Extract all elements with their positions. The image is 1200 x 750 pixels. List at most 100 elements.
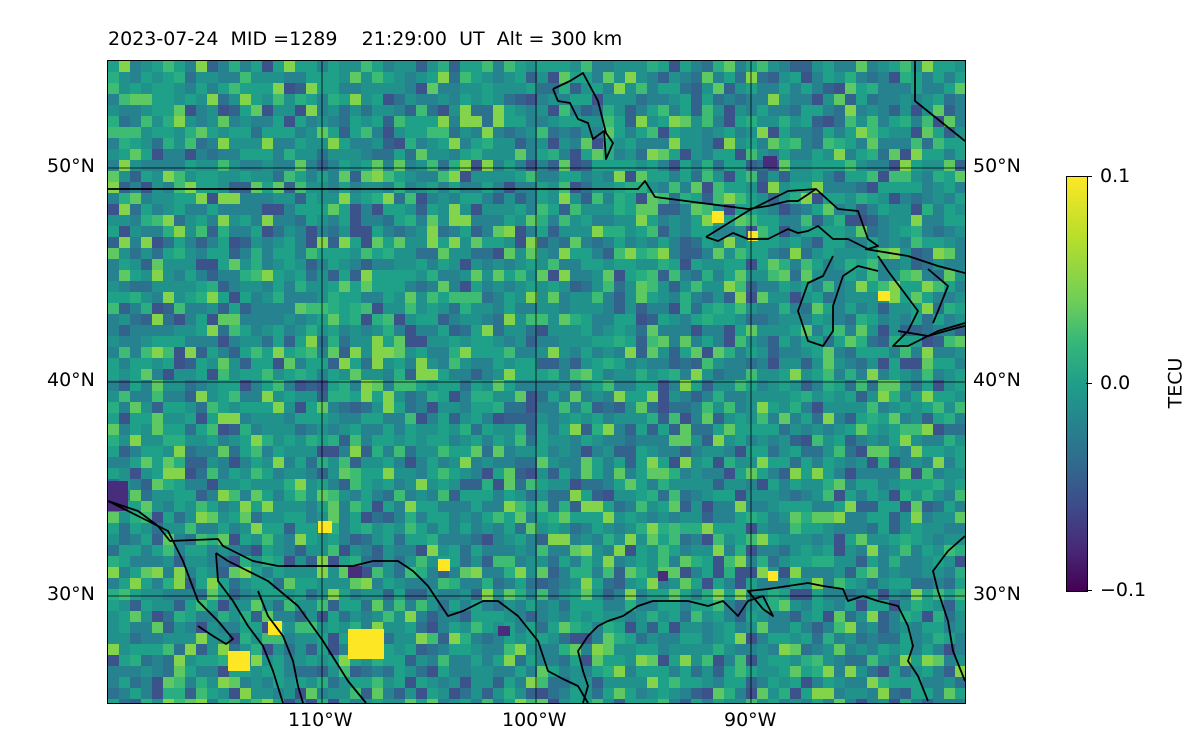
tec-cell (515, 292, 527, 304)
tec-cell (713, 105, 725, 117)
tec-cell (614, 435, 626, 447)
tec-cell (922, 578, 934, 590)
tec-cell (845, 688, 857, 700)
tec-cell (867, 468, 879, 480)
tec-cell (658, 523, 670, 535)
tec-cell (790, 545, 802, 557)
tec-cell (471, 127, 483, 139)
tec-cell (163, 358, 175, 370)
tec-cell (361, 589, 373, 601)
tec-cell (449, 215, 461, 227)
tec-cell (625, 105, 637, 117)
tec-cell (559, 369, 571, 381)
tec-cell (834, 677, 846, 689)
tec-cell (834, 226, 846, 238)
tec-cell (482, 204, 494, 216)
tec-cell (856, 325, 868, 337)
tec-cell (405, 270, 417, 282)
tec-cell (647, 325, 659, 337)
tec-cell (768, 171, 780, 183)
tec-cell (834, 259, 846, 271)
tec-cell (372, 666, 384, 678)
tec-cell (812, 94, 824, 106)
tec-cell (515, 171, 527, 183)
tec-cell (559, 600, 571, 612)
tec-cell (284, 677, 296, 689)
tec-cell (867, 193, 879, 205)
tec-cell (724, 336, 736, 348)
tec-cell (438, 688, 450, 700)
tec-cell (185, 138, 197, 150)
tec-cell (911, 259, 923, 271)
title-date: 2023-07-24 (108, 28, 219, 50)
tec-cell (702, 292, 714, 304)
tec-cell (416, 116, 428, 128)
tec-cell (592, 578, 604, 590)
tec-cell (405, 611, 417, 623)
tec-cell (801, 534, 813, 546)
tec-hotspot (348, 629, 384, 659)
tec-cell (911, 402, 923, 414)
tec-cell (944, 556, 956, 568)
tec-cell (361, 303, 373, 315)
tec-cell (273, 72, 285, 84)
tec-cell (526, 303, 538, 315)
tec-cell (680, 127, 692, 139)
tec-cell (438, 204, 450, 216)
tec-cell (900, 347, 912, 359)
tec-cell (680, 413, 692, 425)
tec-cell (141, 391, 153, 403)
tec-cell (889, 479, 901, 491)
tec-cell (823, 292, 835, 304)
tec-cell (207, 72, 219, 84)
tec-cell (735, 325, 747, 337)
tec-cell (328, 61, 340, 73)
tec-cell (801, 138, 813, 150)
tec-cell (768, 347, 780, 359)
tec-cell (856, 589, 868, 601)
tec-cell (152, 204, 164, 216)
tec-cell (944, 655, 956, 667)
tec-cell (779, 391, 791, 403)
tec-cell (724, 556, 736, 568)
tec-cell (350, 479, 362, 491)
tec-cell (944, 182, 956, 194)
tec-cell (427, 457, 439, 469)
tec-cell (933, 677, 945, 689)
tec-cell (372, 622, 384, 634)
tec-cell (350, 303, 362, 315)
tec-cell (581, 413, 593, 425)
tec-cell (900, 479, 912, 491)
tec-cell (724, 160, 736, 172)
tec-cell (757, 468, 769, 480)
tec-cell (779, 413, 791, 425)
colorbar-label-min: −0.1 (1100, 579, 1147, 601)
tec-cell (867, 457, 879, 469)
tec-cell (130, 237, 142, 249)
tec-cell (757, 347, 769, 359)
tec-cell (680, 303, 692, 315)
tec-cell (856, 479, 868, 491)
tec-cell (383, 479, 395, 491)
tec-cell (306, 534, 318, 546)
tec-cell (768, 699, 780, 703)
tec-cell (779, 699, 791, 703)
tec-cell (537, 336, 549, 348)
tec-cell (317, 303, 329, 315)
tec-cell (845, 578, 857, 590)
tec-cell (515, 611, 527, 623)
tec-cell (526, 545, 538, 557)
tec-cell (416, 644, 428, 656)
tec-cell (845, 699, 857, 703)
tec-cell (526, 160, 538, 172)
tec-cell (295, 622, 307, 634)
tec-cell (163, 127, 175, 139)
tec-cell (812, 622, 824, 634)
tec-cell (614, 655, 626, 667)
tec-cell (449, 402, 461, 414)
colorbar-tick-top (1086, 176, 1092, 178)
tec-cell (669, 677, 681, 689)
tec-cell (306, 413, 318, 425)
tec-cell (889, 578, 901, 590)
tec-cell (350, 270, 362, 282)
